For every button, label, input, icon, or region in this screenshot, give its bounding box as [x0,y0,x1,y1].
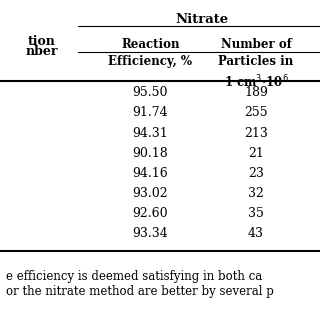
Text: Reaction
Efficiency, %: Reaction Efficiency, % [108,38,192,68]
Text: 23: 23 [248,167,264,180]
Text: tion: tion [28,35,56,48]
Text: 213: 213 [244,127,268,140]
Text: 94.16: 94.16 [132,167,168,180]
Text: Number of
Particles in
1 cm$^3$·10$^6$: Number of Particles in 1 cm$^3$·10$^6$ [218,38,294,91]
Text: 32: 32 [248,187,264,200]
Text: 43: 43 [248,228,264,240]
Text: 95.50: 95.50 [133,86,168,99]
Text: 93.34: 93.34 [132,228,168,240]
Text: 90.18: 90.18 [132,147,168,160]
Text: 255: 255 [244,107,268,119]
Text: 93.02: 93.02 [132,187,168,200]
Text: nber: nber [25,45,58,58]
Text: 35: 35 [248,207,264,220]
Text: 91.74: 91.74 [132,107,168,119]
Text: e efficiency is deemed satisfying in both ca: e efficiency is deemed satisfying in bot… [6,270,263,283]
Text: 92.60: 92.60 [132,207,168,220]
Text: or the nitrate method are better by several p: or the nitrate method are better by seve… [6,285,274,298]
Text: 189: 189 [244,86,268,99]
Text: 94.31: 94.31 [132,127,168,140]
Text: Nitrate: Nitrate [175,13,228,26]
Text: 21: 21 [248,147,264,160]
